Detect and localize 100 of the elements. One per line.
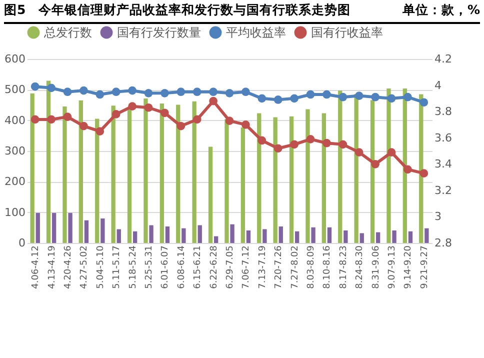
legend-label: 国有行收益率: [311, 26, 383, 40]
bar: [370, 100, 375, 243]
y-tick-label: 200: [4, 175, 26, 188]
bar: [386, 88, 391, 243]
x-tick-label: 6.22-6.28: [209, 245, 220, 289]
y-tick-label: 500: [4, 83, 26, 96]
bar: [192, 101, 196, 243]
bar: [278, 226, 283, 243]
y-tick-label: 600: [4, 52, 26, 66]
x-tick-label: 5.04-5.10: [96, 245, 106, 289]
bar: [52, 212, 56, 243]
bar: [160, 103, 164, 243]
point: [209, 96, 218, 106]
bar: [257, 113, 262, 243]
legend-label: 国有行发行数量: [117, 26, 201, 40]
bar: [208, 146, 213, 243]
point: [128, 102, 136, 110]
point: [242, 120, 250, 129]
x-tick-label: 5.11-5.17: [112, 246, 122, 289]
bar: [262, 229, 267, 243]
bar: [294, 231, 300, 243]
bar: [176, 104, 180, 243]
y2-tick-label: 3.8: [434, 105, 452, 118]
x-tick-label: 6.01-6.07: [160, 246, 171, 289]
bar: [376, 232, 380, 243]
bar: [182, 228, 186, 243]
bar: [289, 116, 294, 243]
bar: [214, 236, 218, 243]
y-tick-label: 0: [18, 236, 26, 250]
point: [176, 88, 186, 96]
bar: [111, 106, 116, 243]
bar: [95, 118, 100, 243]
bar: [230, 224, 234, 243]
chart-title: 图5 今年银信理财产品收益率和发行数与国有行联系走势图: [4, 2, 351, 19]
point: [63, 112, 72, 122]
point: [96, 90, 104, 99]
point: [322, 138, 331, 148]
point: [274, 144, 282, 153]
bar: [165, 226, 170, 243]
point: [306, 134, 315, 144]
bar: [100, 218, 105, 243]
bar: [360, 233, 364, 243]
y-tick-label: 300: [4, 144, 26, 158]
bar: [30, 93, 34, 243]
point: [338, 140, 348, 149]
point: [176, 122, 186, 130]
point: [96, 127, 104, 136]
bar: [224, 119, 229, 243]
bar: [344, 230, 348, 243]
bar: [327, 227, 332, 243]
bar: [240, 127, 246, 243]
bar: [78, 100, 84, 243]
x-tick-label: 9.14-9.20: [404, 245, 414, 289]
x-tick-label: 6.29-7.05: [226, 246, 236, 289]
point: [209, 88, 218, 96]
point: [322, 90, 331, 99]
bar: [68, 212, 72, 243]
bar: [198, 225, 202, 243]
x-tick-label: 8.10-8.16: [322, 245, 333, 289]
point: [160, 88, 169, 98]
x-tick-label: 8.03-8.09: [306, 245, 316, 289]
text: 单位：款，%: [402, 2, 480, 19]
point: [258, 136, 266, 145]
bar: [273, 117, 278, 243]
x-tick-label: 8.17-8.23: [338, 246, 349, 289]
point: [128, 86, 136, 95]
x-tick-label: 7.27-8.02: [290, 246, 300, 289]
bar: [62, 106, 67, 243]
point: [371, 160, 380, 168]
y2-tick-label: 3.4: [434, 158, 452, 171]
point: [371, 92, 380, 102]
bar: [424, 228, 429, 243]
x-tick-label: 4.06-4.12: [31, 246, 42, 289]
point: [112, 88, 120, 96]
point: [80, 86, 88, 95]
x-tick-label: 4.20-4.26: [64, 245, 74, 289]
bar: [246, 230, 251, 243]
point: [47, 115, 56, 124]
bar: [36, 212, 40, 243]
point: [290, 94, 298, 103]
point: [63, 88, 72, 96]
bar: [127, 107, 132, 243]
point: [338, 92, 348, 102]
y-tick-label: 400: [4, 114, 26, 127]
y2-tick-label: 3.6: [434, 131, 452, 144]
x-tick-label: 4.13-4.19: [47, 245, 58, 289]
legend-label: 平均收益率: [226, 26, 286, 40]
point: [274, 96, 282, 104]
point: [387, 148, 396, 156]
y2-tick-label: 4: [434, 78, 442, 92]
y2-tick-label: 3.2: [434, 184, 452, 197]
point: [192, 115, 202, 124]
bar: [311, 227, 316, 243]
x-tick-label: 6.15-6.21: [193, 246, 204, 289]
point: [112, 110, 120, 118]
point: [258, 94, 266, 103]
x-tick-label: 5.18-5.24: [128, 245, 138, 289]
point: [192, 88, 202, 96]
bar: [116, 229, 121, 243]
point: [144, 103, 153, 112]
